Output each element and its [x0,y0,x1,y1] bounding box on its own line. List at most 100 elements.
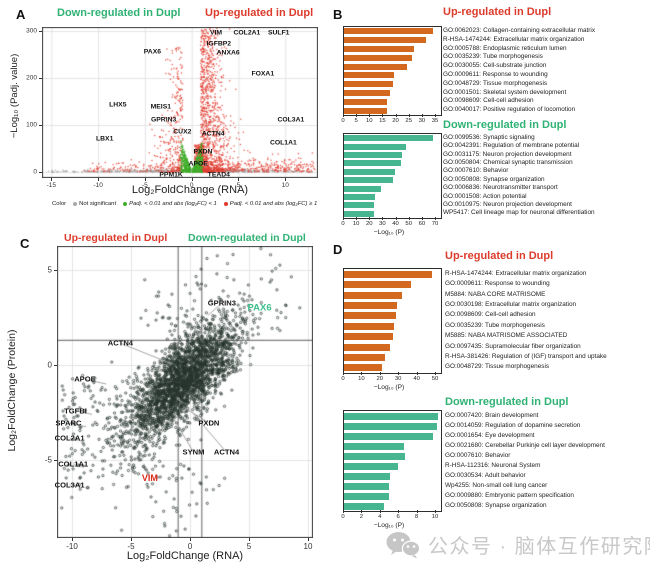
axis-tick-mark [421,114,423,117]
gene-label: SPARC [55,418,82,428]
scatter-canvas [57,246,313,538]
go-bar [344,291,402,299]
go-bar [344,194,375,200]
go-bar [344,482,390,490]
bar-axis-tick-label: 30 [418,117,426,124]
wechat-icon [386,531,420,558]
go-bar [344,160,401,167]
axis-tick-mark [435,114,436,117]
gene-label: COL1A1 [269,139,297,147]
panel-c-title-upregulated: Up-regulated in Dupl [64,232,168,244]
bar-axis-tick-label: 50 [431,375,439,382]
go-term-label: GO:0001508: Action potential [443,192,527,200]
bar-plot-box [343,26,442,116]
gene-label: ANXA6 [216,49,240,57]
x-axis-tick-label: 0 [189,182,194,189]
go-bar [344,46,414,52]
panel-c-letter: C [20,236,30,251]
go-bar [344,301,398,309]
axis-tick-mark [395,114,397,117]
y-axis-tick-label: 100 [26,121,37,129]
axis-tick-mark [416,510,418,513]
volcano-plot-area: -15 -10 -5 0 5 10 0 100 200 300 VIM COL2A1 SULF1 IGFB… [26,27,318,189]
go-term-label: GO:0014059: Regulation of dopamine secre… [445,421,581,429]
panel-c: C Up-regulated in Dupl Down-regulated in… [0,228,330,572]
axis-tick-mark [382,217,384,220]
go-bar [344,135,434,142]
go-bar [344,312,397,320]
gene-label: IGFBP2 [206,40,232,48]
bar-axis-tick-label: 25 [405,117,412,124]
legend-item: Padj. < 0.01 and abs (log₂FC) < 1 [123,201,217,207]
legend-item-label: Not significant [79,201,117,207]
go-term-label: GO:0006836: Neurotransmitter transport [443,184,558,192]
axis-tick-mark [361,510,363,513]
panel-b-title-upregulated: Up-regulated in Dupl [443,6,552,18]
panel-c-title-downregulated: Down-regulated in Dupl [188,232,306,244]
bar-axis-tick-label: 30 [394,375,402,382]
gene-label: ACTN4 [201,130,225,138]
axis-tick-mark [398,510,400,513]
x-axis-tick-label: 0 [187,542,193,551]
bar-axis-tick-label: 50 [405,220,412,227]
x-axis-tick-label: -15 [46,182,57,189]
gene-label: PXDN [193,148,213,156]
bar-axis-tick-label: 10 [431,513,439,520]
go-term-label: GO:0001654: Eye development [445,431,535,439]
axis-tick-mark [54,460,57,461]
go-bar [344,63,408,70]
axis-tick-mark [356,217,358,220]
axis-tick-mark [343,114,344,117]
bar-axis-tick-label: 4 [378,513,382,520]
panel-c-y-axis-label: Log₂FoldChange (Protein) [6,329,18,452]
axis-tick-mark [408,217,410,220]
scatter-plot-area: -10 -5 0 5 10 -5 0 5 GPRIN3 PAX6 ACTN4 APOE TGFBI SPA… [45,246,313,551]
bar-axis-tick-label: 0 [341,513,345,520]
bar-axis-tick-label: 40 [413,375,420,382]
go-term-label: GO:0050808: Synapse organization [445,501,547,509]
go-term-label: M5884: NABA CORE MATRISOME [445,290,546,298]
go-bar [344,37,426,44]
bar-axis-tick-label: 70 [431,220,439,227]
bar-plot-box [343,410,442,512]
panel-a-title-downregulated: Down-regulated in Dupl [57,7,181,19]
gene-label: FOXA1 [251,70,275,78]
go-term-label: GO:0050808: Synapse organization [443,175,545,183]
axis-tick-mark [369,217,371,220]
y-axis-tick-label: 300 [26,27,37,35]
panel-a: A Down-regulated in Dupl Up-regulated in… [0,0,330,228]
legend-item-label: Padj. < 0.01 and abs (log₂FC) ≥ 1 [229,201,318,207]
go-term-label: GO:0021680: Cerebellar Purkinje cell lay… [445,441,605,449]
go-bar [344,81,394,88]
y-axis-tick-label: 0 [47,360,52,370]
go-term-label: GO:0098609: Cell-cell adhesion [443,97,534,105]
go-bar [344,202,375,209]
y-axis-tick-label: 200 [26,74,37,82]
gene-label: LBX1 [95,135,114,143]
y-axis-tick-label: -5 [44,455,52,465]
go-term-label: GO:0001501: Skeletal system development [443,88,567,96]
go-bar [344,28,434,35]
bar-axis-tick-label: 6 [396,513,400,520]
go-bar [344,177,393,184]
x-axis-tick-label: -10 [66,542,78,551]
go-bar [344,98,388,105]
go-term-label: GO:0009611: Response to wounding [443,70,548,78]
y-axis-tick-label: 5 [47,265,52,275]
go-bar [344,412,438,420]
gene-label: APOE [188,160,208,168]
legend-item: Padj. < 0.01 and abs (log₂FC) ≥ 1 [223,201,318,207]
go-barchart-b-up: GO:0062023: Collagen-containing extracel… [325,0,650,232]
go-bar [344,333,393,341]
panel-d-title-upregulated: Up-regulated in Dupl [445,250,554,262]
x-axis-tick-label: 10 [281,182,289,189]
go-bar [344,322,394,330]
axis-tick-mark [51,178,53,181]
go-bar [344,72,394,79]
go-bar [344,270,433,278]
axis-tick-mark [343,510,344,513]
legend-title: Color [52,201,67,207]
axis-tick-mark [238,178,240,181]
bar-axis-tick-label: 15 [379,117,386,124]
x-axis-tick-label: -5 [142,182,148,189]
